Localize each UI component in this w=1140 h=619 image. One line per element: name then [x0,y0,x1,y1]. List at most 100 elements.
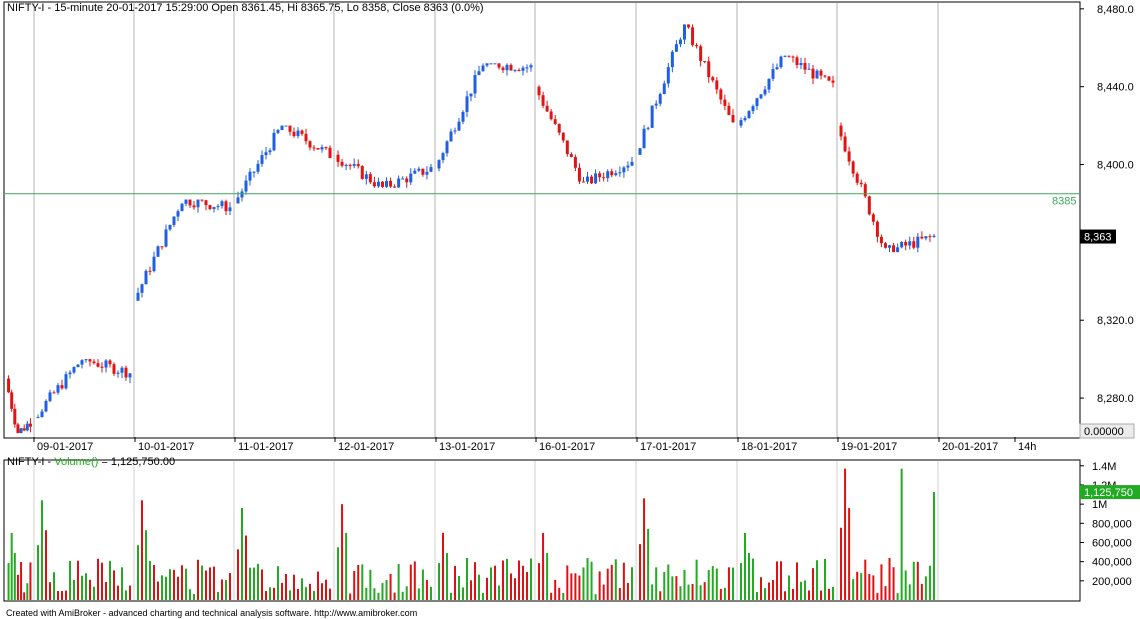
footer-credit: Created with AmiBroker - advanced charti… [6,608,417,618]
volume-bar [740,563,742,600]
volume-bar [844,468,847,600]
price-candles [7,24,936,434]
volume-bar [924,576,927,600]
candle-body [116,372,120,374]
candle-body [397,178,401,188]
volume-bar [550,592,553,600]
date-label: 14h [1018,441,1036,453]
price-pane[interactable] [3,1,1081,439]
candle-body [614,173,618,176]
volume-bar [273,587,275,600]
volume-bar [828,588,830,600]
volume-bar [744,532,746,600]
volume-bar [880,564,883,600]
candle-body [715,80,719,90]
volume-bar [562,593,565,600]
candle-body [622,167,626,173]
candle-body [364,174,368,179]
volume-bar [598,571,601,600]
candle-body [344,164,348,166]
candle-body [236,197,240,204]
volume-bar [558,587,561,600]
volume-bar [165,576,167,600]
candle-body [228,207,232,212]
volume-bar [606,568,609,600]
volume-bar [450,592,452,600]
candle-body [662,83,666,95]
volume-bar [659,591,662,600]
volume-bar [7,563,10,600]
volume-bar [16,574,19,600]
candle-body [549,111,553,120]
volume-bar [756,591,758,600]
candle-body [10,392,14,409]
candle-body [787,55,791,57]
candle-body [871,214,875,222]
volume-bar [442,532,444,600]
candle-body [340,161,344,166]
candle-body [739,120,743,126]
volume-bar [69,560,71,600]
candle-body [16,424,20,434]
candle-body [517,70,521,72]
volume-bar [856,571,859,600]
volume-bar [173,569,175,600]
volume-bar [325,579,327,600]
volume-bar [161,575,163,600]
volume-bar [23,592,26,600]
candle-body [541,95,545,106]
volume-bar [570,573,573,600]
volume-bar [305,587,307,600]
volume-bar [860,573,863,600]
volume-bar [49,582,51,600]
candle-body [904,242,908,246]
candle-body [92,361,96,364]
candle-body [747,111,751,119]
volume-bar [257,563,259,600]
volume-bar [679,586,682,600]
candle-body [916,236,920,248]
volume-bar [788,575,790,600]
volume-bar [81,575,83,600]
volume-bar [61,591,63,600]
volume-bar [630,567,633,600]
volume-bar [85,573,87,600]
volume-bar [776,561,778,600]
volume-bar [10,532,13,600]
volume-bar [181,565,183,600]
volume-bar [518,560,520,600]
candle-body [288,125,292,132]
candle-body [312,147,316,149]
last-price-marker: 8,363 [1080,229,1116,244]
candle-body [674,44,678,52]
volume-bar [285,573,287,600]
candle-body [586,176,590,182]
volume-bar [185,568,187,600]
candle-body [900,242,904,248]
volume-bar [377,592,380,600]
candle-body [316,147,320,150]
volume-bar [149,560,151,600]
volume-bar [421,569,424,600]
volume-bar [141,500,143,600]
candle-body [80,360,84,365]
candle-body [771,69,775,79]
volume-bar [727,567,730,600]
candle-body [393,186,397,188]
volume-bar [337,547,340,600]
volume-bar [145,530,147,600]
candle-body [859,182,863,185]
volume-bar [780,561,782,600]
volume-bar [373,588,376,600]
volume-bar [687,584,690,600]
volume-bar [872,575,875,600]
volume-bar [711,566,714,600]
candle-body [449,131,453,142]
candle-body [695,45,699,47]
candle-body [912,241,916,248]
volume-bar [884,586,887,600]
volume-bar [768,582,770,600]
candle-body [557,123,561,133]
candle-body [68,372,72,375]
